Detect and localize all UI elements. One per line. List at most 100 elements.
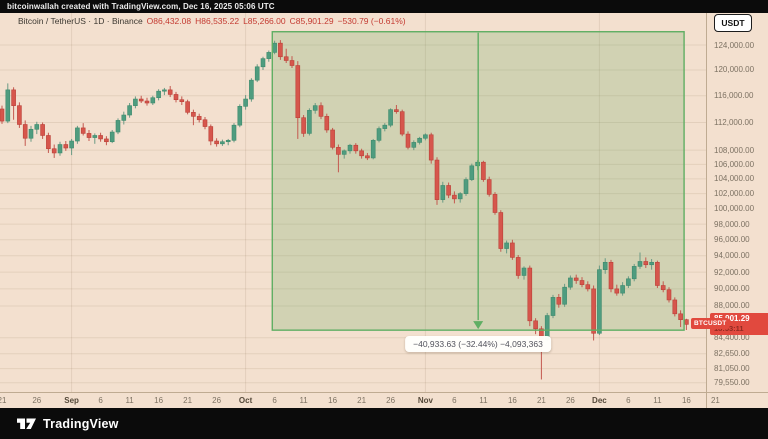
- candle-body: [57, 144, 63, 154]
- time-tick-label: 11: [299, 396, 308, 405]
- candle-body: [272, 42, 277, 53]
- candle-body: [655, 261, 660, 286]
- price-tick-label: 124,000.00: [714, 40, 755, 50]
- candle-body: [527, 267, 533, 322]
- attribution-bar: bitcoinwallah created with TradingView.c…: [0, 0, 768, 13]
- brand-name: TradingView: [43, 416, 119, 431]
- candle-body: [196, 116, 202, 121]
- candle-body: [562, 286, 567, 305]
- candle-body: [249, 79, 254, 100]
- price-tick-label: 120,000.00: [714, 65, 755, 75]
- candle-body: [597, 269, 602, 334]
- time-tick-label: 16: [507, 396, 517, 405]
- candle-body: [254, 66, 260, 81]
- candle-body: [34, 124, 40, 130]
- candle-body: [620, 285, 625, 294]
- time-tick-label: 11: [125, 396, 134, 405]
- footer-bar: TradingView: [0, 408, 768, 439]
- time-tick-month-label: Dec: [592, 396, 607, 405]
- candle-body: [498, 212, 504, 249]
- candle-body: [660, 285, 666, 291]
- candle-body: [672, 299, 678, 315]
- time-tick-label: 21: [536, 396, 546, 405]
- candle-body: [353, 144, 359, 152]
- candle-body: [550, 297, 556, 316]
- candle-body: [637, 261, 643, 267]
- time-tick-label: 26: [212, 396, 222, 405]
- candle-body: [336, 147, 341, 155]
- ohlc-change: −530.79 (−0.61%): [337, 16, 406, 26]
- time-tick-month-label: Sep: [64, 396, 79, 405]
- tradingview-brand[interactable]: TradingView: [17, 416, 119, 431]
- time-tick-label: 16: [328, 396, 338, 405]
- candle-body: [162, 89, 167, 92]
- price-tick-label: 96,000.00: [714, 235, 750, 245]
- candle-body: [202, 119, 208, 127]
- currency-toggle-button[interactable]: USDT: [714, 14, 752, 32]
- candle-body: [568, 277, 573, 288]
- time-tick-label: 16: [154, 396, 164, 405]
- candle-body: [86, 133, 92, 138]
- candle-body: [423, 134, 428, 139]
- time-tick-label: 11: [479, 396, 488, 405]
- time-tick-label: 26: [386, 396, 396, 405]
- price-tick-label: 112,000.00: [714, 117, 754, 127]
- time-tick-label: 6: [98, 396, 103, 405]
- candle-body: [121, 114, 127, 121]
- price-axis-separator: [706, 13, 707, 408]
- candle-body: [289, 60, 295, 66]
- candle-body: [324, 116, 330, 131]
- candle-body: [463, 179, 469, 194]
- candle-body: [405, 133, 411, 148]
- candle-body: [365, 155, 370, 159]
- candle-body: [266, 52, 272, 59]
- candle-body: [394, 109, 399, 112]
- price-tick-label: 116,000.00: [714, 91, 754, 101]
- ohlc-open: O86,432.08: [146, 16, 192, 26]
- ohlc-high: H86,535.22: [195, 16, 240, 26]
- candle-body: [301, 117, 306, 134]
- candle-body: [156, 90, 161, 99]
- candle-body: [75, 127, 80, 142]
- time-tick-label: 11: [653, 396, 662, 405]
- time-tick-month-label: Oct: [238, 396, 253, 405]
- candle-body: [167, 89, 173, 95]
- candle-body: [643, 261, 649, 266]
- candle-body: [440, 185, 446, 200]
- candle-body: [185, 101, 190, 113]
- candle-body: [666, 289, 672, 301]
- candle-body: [237, 106, 243, 126]
- price-tick-label: 106,000.00: [714, 159, 755, 169]
- time-axis-separator: [0, 392, 768, 393]
- price-tick-label: 82,650.00: [714, 349, 750, 359]
- candle-body: [5, 89, 11, 122]
- chart-legend[interactable]: Bitcoin / TetherUS · 1D · Binance O86,432…: [18, 16, 406, 26]
- time-tick-label: 21: [357, 396, 367, 405]
- price-tick-label: 104,000.00: [714, 174, 755, 184]
- price-tick-label: 100,000.00: [714, 204, 755, 214]
- candle-body: [318, 105, 324, 117]
- candle-body: [133, 98, 138, 106]
- candle-body: [127, 105, 132, 116]
- candle-body: [492, 194, 498, 213]
- candle-body: [341, 150, 347, 155]
- candle-body: [469, 165, 475, 180]
- candle-body: [0, 108, 5, 122]
- price-tick-label: 88,000.00: [714, 301, 750, 311]
- tradingview-logo-icon: [17, 416, 37, 431]
- measure-result-label[interactable]: −40,933.63 (−32.44%) −4,093,363: [405, 336, 551, 352]
- ohlc-low: L85,266.00: [243, 16, 286, 26]
- measure-arrow-icon: [473, 321, 484, 330]
- time-scale[interactable]: 21 26 Sep 6 11 16 21 26 Oct 6 11 16 21 26 Nov 6 11 16 21 26…: [0, 392, 768, 408]
- candle-body: [631, 266, 637, 280]
- candle-body: [179, 99, 185, 102]
- bar-countdown: 18:53:11: [714, 324, 744, 333]
- candle-body: [173, 94, 179, 100]
- candle-body: [243, 98, 248, 107]
- candle-body: [347, 144, 353, 152]
- ohlc-close: C85,901.29: [289, 16, 334, 26]
- candle-body: [98, 135, 103, 140]
- candle-body: [312, 105, 318, 111]
- candle-body: [191, 112, 196, 117]
